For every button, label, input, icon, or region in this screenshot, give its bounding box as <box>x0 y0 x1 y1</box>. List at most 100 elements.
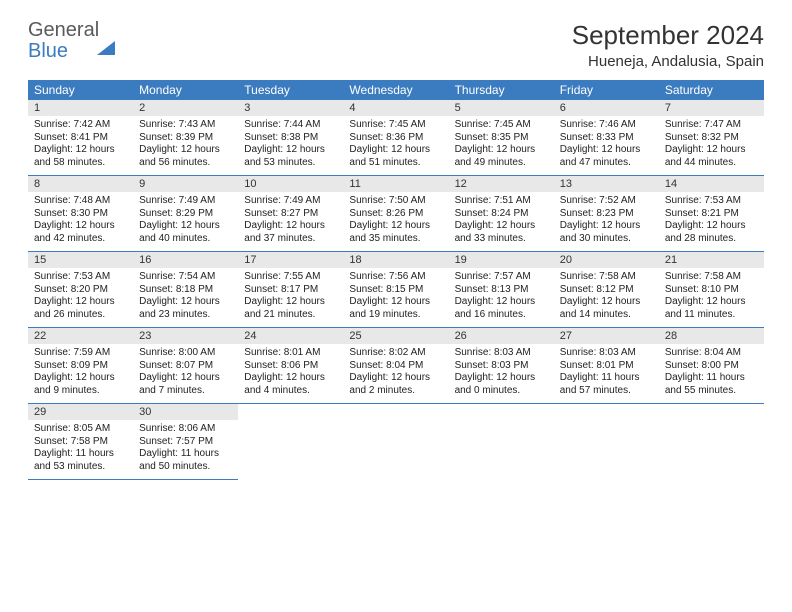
day-details: Sunrise: 8:03 AMSunset: 8:01 PMDaylight:… <box>554 344 659 403</box>
day-details: Sunrise: 7:49 AMSunset: 8:29 PMDaylight:… <box>133 192 238 251</box>
weekday-header: Wednesday <box>343 80 448 100</box>
calendar-day-cell: .. <box>449 404 554 480</box>
calendar-day-cell: 30Sunrise: 8:06 AMSunset: 7:57 PMDayligh… <box>133 404 238 480</box>
day-number: 19 <box>449 252 554 268</box>
calendar-day-cell: 23Sunrise: 8:00 AMSunset: 8:07 PMDayligh… <box>133 328 238 404</box>
day-details: Sunrise: 7:47 AMSunset: 8:32 PMDaylight:… <box>659 116 764 175</box>
day-details: Sunrise: 7:50 AMSunset: 8:26 PMDaylight:… <box>343 192 448 251</box>
day-details: Sunrise: 8:03 AMSunset: 8:03 PMDaylight:… <box>449 344 554 403</box>
day-number: 2 <box>133 100 238 116</box>
calendar-day-cell: 2Sunrise: 7:43 AMSunset: 8:39 PMDaylight… <box>133 100 238 176</box>
day-number: 28 <box>659 328 764 344</box>
weekday-header: Friday <box>554 80 659 100</box>
logo-text: General Blue <box>28 20 115 62</box>
calendar-day-cell: 4Sunrise: 7:45 AMSunset: 8:36 PMDaylight… <box>343 100 448 176</box>
weekday-header-row: SundayMondayTuesdayWednesdayThursdayFrid… <box>28 80 764 100</box>
calendar-day-cell: 13Sunrise: 7:52 AMSunset: 8:23 PMDayligh… <box>554 176 659 252</box>
day-details: Sunrise: 8:01 AMSunset: 8:06 PMDaylight:… <box>238 344 343 403</box>
day-number: 6 <box>554 100 659 116</box>
calendar-day-cell: .. <box>554 404 659 480</box>
day-details: Sunrise: 7:54 AMSunset: 8:18 PMDaylight:… <box>133 268 238 327</box>
calendar-day-cell: 1Sunrise: 7:42 AMSunset: 8:41 PMDaylight… <box>28 100 133 176</box>
calendar-day-cell: 17Sunrise: 7:55 AMSunset: 8:17 PMDayligh… <box>238 252 343 328</box>
day-details: Sunrise: 7:51 AMSunset: 8:24 PMDaylight:… <box>449 192 554 251</box>
day-details: Sunrise: 7:53 AMSunset: 8:21 PMDaylight:… <box>659 192 764 251</box>
day-number: 8 <box>28 176 133 192</box>
day-details: Sunrise: 8:04 AMSunset: 8:00 PMDaylight:… <box>659 344 764 403</box>
calendar-day-cell: 9Sunrise: 7:49 AMSunset: 8:29 PMDaylight… <box>133 176 238 252</box>
day-number: 4 <box>343 100 448 116</box>
logo: General Blue <box>28 20 115 62</box>
day-details: Sunrise: 7:46 AMSunset: 8:33 PMDaylight:… <box>554 116 659 175</box>
calendar-day-cell: 6Sunrise: 7:46 AMSunset: 8:33 PMDaylight… <box>554 100 659 176</box>
day-number: 11 <box>343 176 448 192</box>
calendar-day-cell: 25Sunrise: 8:02 AMSunset: 8:04 PMDayligh… <box>343 328 448 404</box>
day-number: 15 <box>28 252 133 268</box>
weekday-header: Thursday <box>449 80 554 100</box>
day-number: 3 <box>238 100 343 116</box>
day-details: Sunrise: 7:59 AMSunset: 8:09 PMDaylight:… <box>28 344 133 403</box>
calendar-day-cell: 8Sunrise: 7:48 AMSunset: 8:30 PMDaylight… <box>28 176 133 252</box>
calendar-day-cell: 19Sunrise: 7:57 AMSunset: 8:13 PMDayligh… <box>449 252 554 328</box>
day-details: Sunrise: 7:45 AMSunset: 8:35 PMDaylight:… <box>449 116 554 175</box>
day-number: 16 <box>133 252 238 268</box>
day-number: 30 <box>133 404 238 420</box>
calendar-day-cell: 24Sunrise: 8:01 AMSunset: 8:06 PMDayligh… <box>238 328 343 404</box>
weekday-header: Tuesday <box>238 80 343 100</box>
day-number: 12 <box>449 176 554 192</box>
weekday-header: Saturday <box>659 80 764 100</box>
calendar-day-cell: 21Sunrise: 7:58 AMSunset: 8:10 PMDayligh… <box>659 252 764 328</box>
day-details: Sunrise: 7:43 AMSunset: 8:39 PMDaylight:… <box>133 116 238 175</box>
calendar-day-cell: .. <box>238 404 343 480</box>
calendar-day-cell: 28Sunrise: 8:04 AMSunset: 8:00 PMDayligh… <box>659 328 764 404</box>
day-number: 9 <box>133 176 238 192</box>
calendar-week-row: 29Sunrise: 8:05 AMSunset: 7:58 PMDayligh… <box>28 404 764 480</box>
calendar-day-cell: 12Sunrise: 7:51 AMSunset: 8:24 PMDayligh… <box>449 176 554 252</box>
day-details: Sunrise: 7:49 AMSunset: 8:27 PMDaylight:… <box>238 192 343 251</box>
day-number: 1 <box>28 100 133 116</box>
day-number: 10 <box>238 176 343 192</box>
day-number: 25 <box>343 328 448 344</box>
calendar-day-cell: .. <box>659 404 764 480</box>
day-details: Sunrise: 7:58 AMSunset: 8:12 PMDaylight:… <box>554 268 659 327</box>
calendar-day-cell: 16Sunrise: 7:54 AMSunset: 8:18 PMDayligh… <box>133 252 238 328</box>
day-details: Sunrise: 7:55 AMSunset: 8:17 PMDaylight:… <box>238 268 343 327</box>
day-details: Sunrise: 8:02 AMSunset: 8:04 PMDaylight:… <box>343 344 448 403</box>
day-number: 23 <box>133 328 238 344</box>
day-details: Sunrise: 7:56 AMSunset: 8:15 PMDaylight:… <box>343 268 448 327</box>
weekday-header: Sunday <box>28 80 133 100</box>
day-details: Sunrise: 7:58 AMSunset: 8:10 PMDaylight:… <box>659 268 764 327</box>
calendar-day-cell: 26Sunrise: 8:03 AMSunset: 8:03 PMDayligh… <box>449 328 554 404</box>
calendar-week-row: 15Sunrise: 7:53 AMSunset: 8:20 PMDayligh… <box>28 252 764 328</box>
day-number: 13 <box>554 176 659 192</box>
calendar-day-cell: 27Sunrise: 8:03 AMSunset: 8:01 PMDayligh… <box>554 328 659 404</box>
logo-word1: General <box>28 19 99 41</box>
title-block: September 2024 Hueneja, Andalusia, Spain <box>572 20 764 70</box>
calendar-week-row: 8Sunrise: 7:48 AMSunset: 8:30 PMDaylight… <box>28 176 764 252</box>
calendar-day-cell: 3Sunrise: 7:44 AMSunset: 8:38 PMDaylight… <box>238 100 343 176</box>
day-number: 20 <box>554 252 659 268</box>
weekday-header: Monday <box>133 80 238 100</box>
day-number: 5 <box>449 100 554 116</box>
day-details: Sunrise: 7:42 AMSunset: 8:41 PMDaylight:… <box>28 116 133 175</box>
day-details: Sunrise: 7:48 AMSunset: 8:30 PMDaylight:… <box>28 192 133 251</box>
day-details: Sunrise: 7:52 AMSunset: 8:23 PMDaylight:… <box>554 192 659 251</box>
day-details: Sunrise: 7:44 AMSunset: 8:38 PMDaylight:… <box>238 116 343 175</box>
day-details: Sunrise: 7:57 AMSunset: 8:13 PMDaylight:… <box>449 268 554 327</box>
day-details: Sunrise: 8:00 AMSunset: 8:07 PMDaylight:… <box>133 344 238 403</box>
day-number: 22 <box>28 328 133 344</box>
calendar-day-cell: 10Sunrise: 7:49 AMSunset: 8:27 PMDayligh… <box>238 176 343 252</box>
header: General Blue September 2024 Hueneja, And… <box>28 20 764 70</box>
day-number: 7 <box>659 100 764 116</box>
calendar-day-cell: .. <box>343 404 448 480</box>
day-number: 24 <box>238 328 343 344</box>
page-title: September 2024 <box>572 20 764 51</box>
calendar-day-cell: 14Sunrise: 7:53 AMSunset: 8:21 PMDayligh… <box>659 176 764 252</box>
calendar-week-row: 22Sunrise: 7:59 AMSunset: 8:09 PMDayligh… <box>28 328 764 404</box>
location: Hueneja, Andalusia, Spain <box>572 53 764 70</box>
calendar-day-cell: 18Sunrise: 7:56 AMSunset: 8:15 PMDayligh… <box>343 252 448 328</box>
calendar-day-cell: 7Sunrise: 7:47 AMSunset: 8:32 PMDaylight… <box>659 100 764 176</box>
calendar-body: 1Sunrise: 7:42 AMSunset: 8:41 PMDaylight… <box>28 100 764 480</box>
logo-word2: Blue <box>28 40 68 62</box>
day-details: Sunrise: 8:05 AMSunset: 7:58 PMDaylight:… <box>28 420 133 479</box>
